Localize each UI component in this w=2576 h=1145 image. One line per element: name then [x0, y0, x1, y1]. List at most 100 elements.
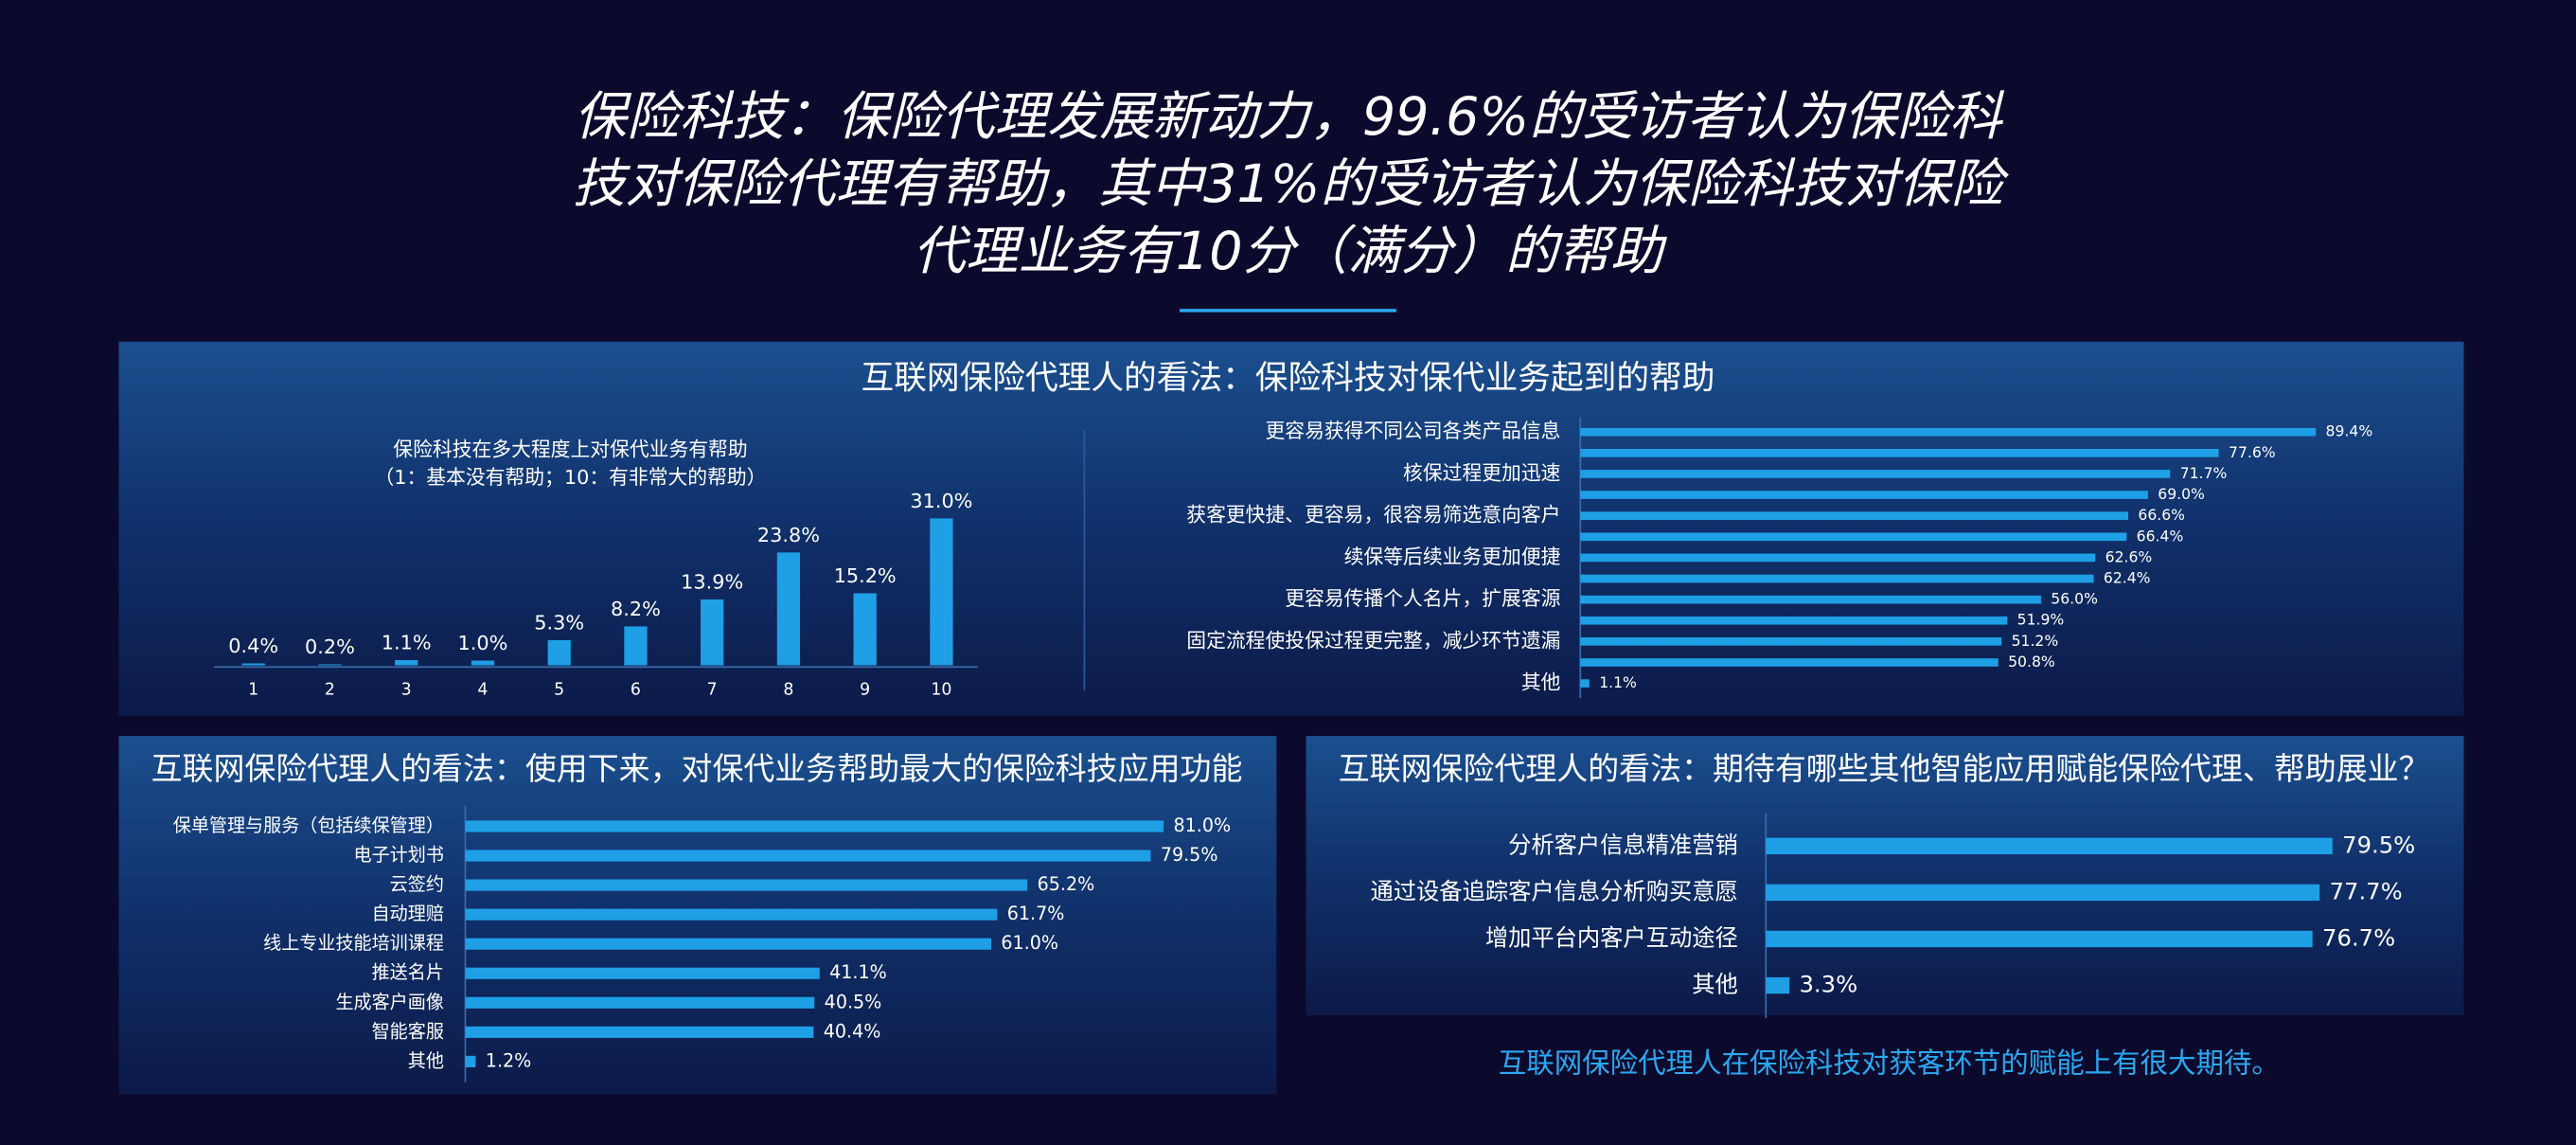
- value-label: 89.4%: [2326, 423, 2373, 440]
- value-label: 56.0%: [2051, 591, 2098, 608]
- bar: [930, 518, 953, 666]
- bar: [1580, 679, 1590, 688]
- value-label: 13.9%: [681, 571, 743, 594]
- bar: [1580, 574, 2094, 583]
- y-tick-label: 线上专业技能培训课程: [263, 933, 444, 954]
- y-tick-label: 保单管理与服务（包括续保管理）: [173, 815, 444, 836]
- panel-top: [118, 341, 2464, 717]
- value-label: 1.1%: [382, 632, 432, 654]
- value-label: 61.0%: [1001, 933, 1058, 954]
- y-tick-label: 固定流程使投保过程更完整，减少环节遗漏: [1186, 629, 1560, 652]
- bar: [547, 639, 571, 666]
- x-tick-label: 5: [554, 681, 564, 700]
- value-label: 31.0%: [910, 490, 972, 512]
- panel-title: 互联网保险代理人的看法：期待有哪些其他智能应用赋能保险代理、帮助展业？: [1339, 750, 2430, 787]
- value-label: 79.5%: [1161, 845, 1218, 866]
- value-label: 1.2%: [486, 1050, 531, 1071]
- panel-title: 互联网保险代理人的看法：保险科技对保代业务起到的帮助: [862, 360, 1715, 398]
- bar: [465, 996, 815, 1009]
- x-tick-label: 4: [477, 681, 488, 700]
- value-label: 50.8%: [2008, 653, 2055, 671]
- bar: [1580, 532, 2127, 542]
- chart-subtitle: （1：基本没有帮助；10：有非常大的帮助）: [374, 466, 766, 489]
- bar: [1580, 491, 2148, 499]
- value-label: 51.2%: [2012, 633, 2059, 650]
- y-tick-label: 更容易获得不同公司各类产品信息: [1265, 420, 1560, 442]
- bar: [1580, 427, 2317, 437]
- value-label: 77.7%: [2330, 877, 2403, 904]
- x-tick-label: 3: [401, 681, 412, 700]
- value-label: 66.6%: [2138, 507, 2185, 524]
- bar: [1766, 837, 2333, 854]
- bar: [1580, 637, 2002, 646]
- bar: [465, 820, 1164, 832]
- bar: [853, 593, 877, 666]
- y-tick-label: 分析客户信息精准营销: [1508, 831, 1738, 858]
- bar: [241, 663, 265, 666]
- panel-title: 互联网保险代理人的看法：使用下来，对保代业务帮助最大的保险科技应用功能: [151, 750, 1243, 787]
- y-tick-label: 电子计划书: [354, 845, 444, 866]
- y-tick-label: 其他: [1692, 971, 1738, 998]
- bar: [465, 850, 1151, 862]
- value-label: 69.0%: [2158, 486, 2205, 503]
- y-tick-label: 通过设备追踪客户信息分析购买意愿: [1371, 877, 1738, 904]
- note: 互联网保险代理人在保险科技对获客环节的赋能上有很大期待。: [1499, 1047, 2280, 1080]
- value-label: 81.0%: [1174, 815, 1232, 836]
- x-tick-label: 2: [325, 681, 335, 700]
- y-tick-label: 增加平台内客户互动途径: [1485, 923, 1738, 951]
- y-tick-label: 更容易传播个人名片，扩展客源: [1285, 587, 1560, 610]
- page-title: 技对保险代理有帮助，其中31%的受访者认为保险科技对保险: [573, 153, 2009, 215]
- y-tick-label: 续保等后续业务更加便捷: [1344, 546, 1561, 568]
- y-tick-label: 其他: [1521, 671, 1561, 694]
- page-title: 保险科技：保险代理发展新动力，99.6%的受访者认为保险科: [574, 86, 2005, 148]
- value-label: 1.1%: [1599, 674, 1637, 691]
- bar: [624, 626, 648, 666]
- bar: [1580, 658, 1999, 667]
- value-label: 62.4%: [2104, 570, 2151, 587]
- x-tick-label: 8: [783, 681, 793, 700]
- bar: [1580, 553, 2096, 563]
- value-label: 41.1%: [829, 962, 887, 983]
- value-label: 15.2%: [834, 564, 897, 587]
- y-tick-label: 推送名片: [372, 962, 444, 983]
- x-tick-label: 9: [860, 681, 870, 700]
- y-tick-label: 生成客户画像: [335, 992, 443, 1012]
- y-tick-label: 获客更快捷、更容易，很容易筛选意向客户: [1186, 504, 1560, 527]
- x-tick-label: 10: [931, 681, 951, 700]
- bar: [465, 908, 998, 921]
- bar: [776, 552, 801, 666]
- value-label: 5.3%: [534, 612, 584, 635]
- y-tick-label: 自动理赔: [372, 903, 444, 924]
- bar: [1766, 976, 1790, 994]
- x-tick-label: 7: [707, 681, 718, 700]
- bar: [1580, 595, 2041, 604]
- bar: [318, 664, 342, 666]
- value-label: 0.4%: [228, 635, 278, 657]
- value-label: 79.5%: [2342, 831, 2415, 858]
- value-label: 40.4%: [824, 1021, 881, 1042]
- bar: [395, 659, 418, 666]
- chart-title: 保险科技在多大程度上对保代业务有帮助: [393, 438, 747, 460]
- y-tick-label: 智能客服: [372, 1021, 444, 1042]
- bar: [1766, 884, 2320, 902]
- value-label: 40.5%: [825, 992, 882, 1012]
- bar: [465, 879, 1028, 891]
- panel-bottom-right: [1306, 736, 2464, 1015]
- x-tick-label: 6: [631, 681, 641, 700]
- value-label: 71.7%: [2180, 465, 2228, 482]
- value-label: 3.3%: [1800, 971, 1858, 998]
- bar: [465, 1055, 476, 1067]
- value-label: 76.7%: [2322, 923, 2395, 951]
- value-label: 65.2%: [1038, 874, 1095, 895]
- value-label: 1.0%: [458, 632, 508, 654]
- bar: [1580, 470, 2171, 478]
- y-tick-label: 其他: [408, 1050, 444, 1071]
- y-tick-label: 云签约: [390, 874, 444, 895]
- value-label: 66.4%: [2137, 528, 2184, 545]
- bar: [465, 938, 991, 950]
- x-tick-label: 1: [248, 681, 258, 700]
- bar: [471, 660, 495, 666]
- y-tick-label: 核保过程更加迅速: [1403, 461, 1560, 484]
